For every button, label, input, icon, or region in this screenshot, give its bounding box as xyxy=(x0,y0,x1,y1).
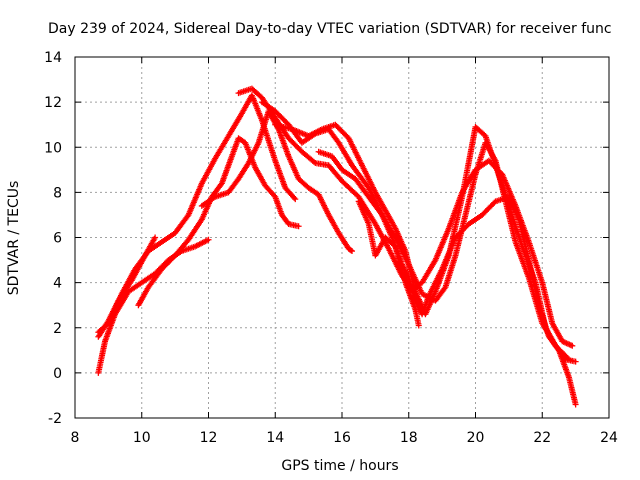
chart-title: Day 239 of 2024, Sidereal Day-to-day VTE… xyxy=(48,21,612,37)
y-tick-label: -2 xyxy=(48,411,62,427)
x-tick-label: 8 xyxy=(71,430,80,446)
data-point xyxy=(292,196,299,203)
data-point xyxy=(347,247,354,254)
x-tick-label: 14 xyxy=(266,430,284,446)
y-tick-label: 4 xyxy=(53,276,62,292)
x-tick-label: 22 xyxy=(533,430,551,446)
y-tick-label: 10 xyxy=(44,140,62,156)
data-point xyxy=(310,158,317,165)
x-tick-label: 16 xyxy=(333,430,351,446)
series-10 xyxy=(355,198,422,329)
data-point xyxy=(295,223,302,230)
x-tick-label: 18 xyxy=(400,430,418,446)
data-point xyxy=(291,194,298,201)
data-point xyxy=(205,236,212,243)
x-tick-label: 10 xyxy=(133,430,151,446)
data-point xyxy=(152,234,159,241)
x-tick-label: 20 xyxy=(467,430,485,446)
series-2 xyxy=(95,234,159,340)
data-point xyxy=(415,322,422,329)
y-tick-label: 6 xyxy=(53,231,62,247)
data-point xyxy=(349,248,356,255)
data-point xyxy=(569,342,576,349)
data-marks xyxy=(95,85,579,408)
x-tick-label: 24 xyxy=(600,430,618,446)
y-axis-title: SDTVAR / TECUs xyxy=(6,181,22,296)
y-tick-label: 14 xyxy=(44,50,62,66)
data-point xyxy=(572,358,579,365)
y-tick-label: 2 xyxy=(53,321,62,337)
data-point xyxy=(572,401,579,408)
y-tick-label: 8 xyxy=(53,185,62,201)
series-3 xyxy=(95,236,212,376)
y-tick-label: 0 xyxy=(53,366,62,382)
x-axis-title: GPS time / hours xyxy=(281,458,398,474)
series-5 xyxy=(198,108,356,255)
x-tick-label: 12 xyxy=(200,430,218,446)
y-tick-label: 12 xyxy=(44,95,62,111)
